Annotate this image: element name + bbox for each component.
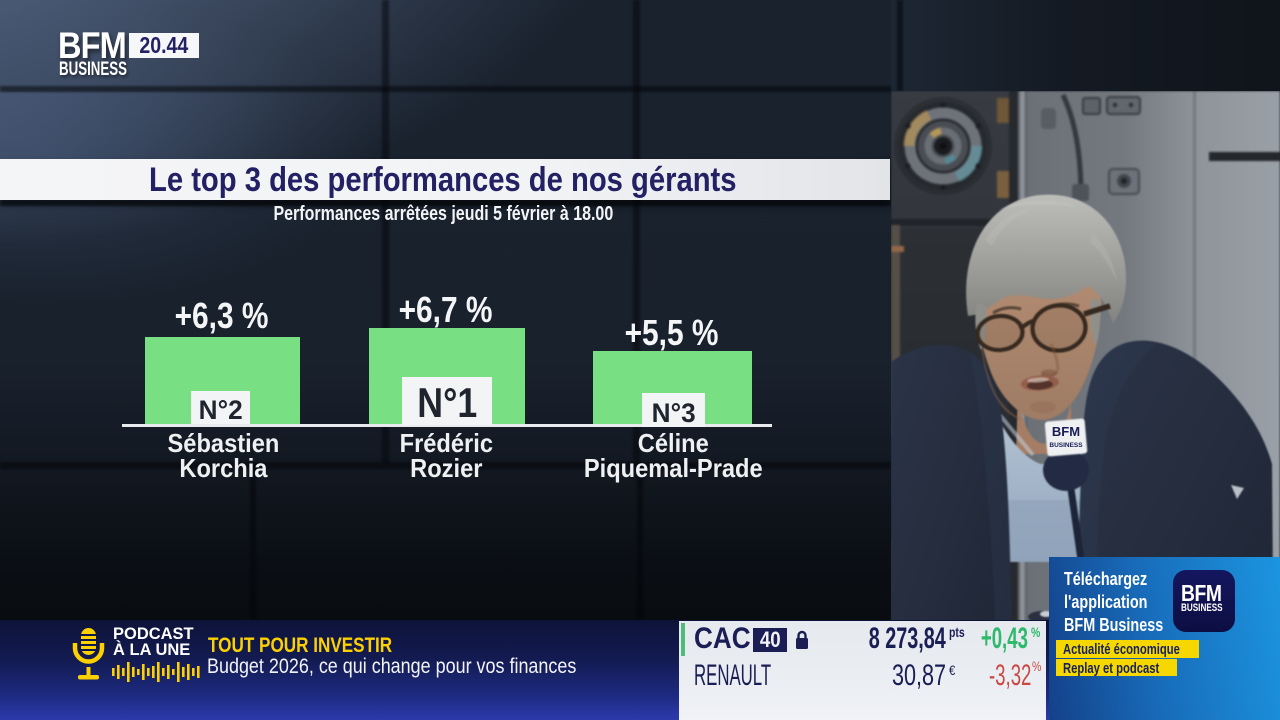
svg-text:BFM: BFM <box>1052 424 1080 439</box>
svg-text:BUSINESS: BUSINESS <box>1049 442 1083 449</box>
